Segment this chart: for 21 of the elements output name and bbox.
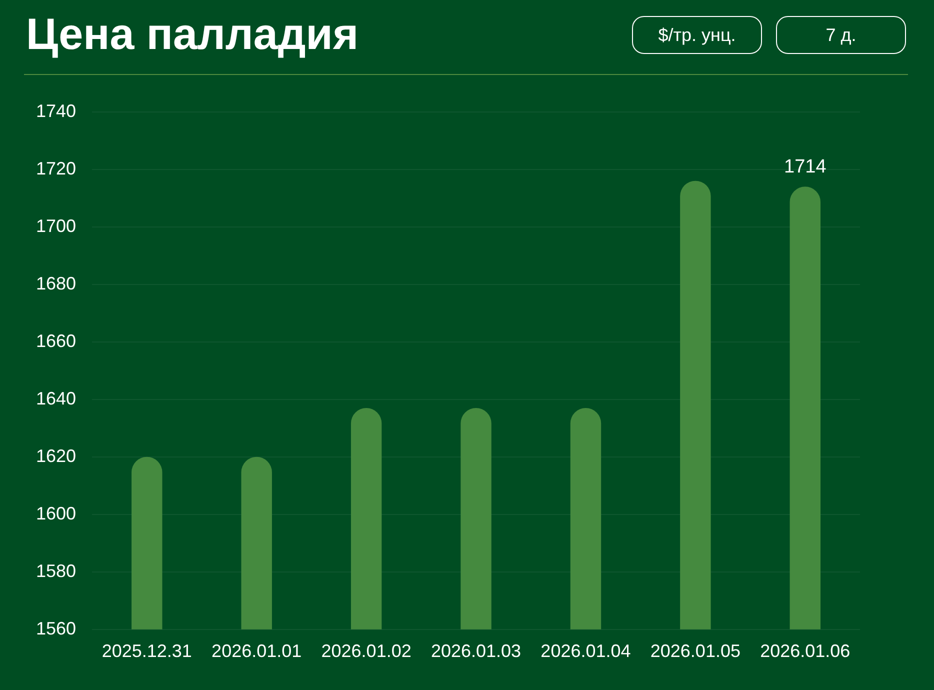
y-tick-label: 1600 [36,503,76,524]
y-tick-label: 1660 [36,330,76,351]
y-tick-label: 1620 [36,446,76,466]
y-tick-label: 1580 [36,560,76,581]
text: 7 д. [776,16,906,54]
x-tick-label: 2026.01.02 [321,641,412,662]
text: $/тр. унц. [632,16,762,54]
y-tick-label: 1680 [36,273,76,294]
x-tick-label: 2026.01.06 [760,641,850,662]
y-tick-label: 1740 [36,100,76,121]
x-tick-label: 2026.01.05 [650,641,740,662]
x-tick-label: 2026.01.04 [540,641,631,662]
chart-title: Цена палладия [26,10,360,60]
y-tick-label: 1700 [36,216,76,236]
x-tick-label: 2026.01.01 [212,641,302,662]
x-tick-label: 2026.01.03 [430,641,522,662]
x-tick-label: 2025.12.31 [102,641,192,662]
y-tick-label: 1560 [36,618,76,638]
data-label: 1714 [784,156,827,178]
y-tick-label: 1720 [36,158,76,178]
y-tick-label: 1640 [36,388,76,408]
